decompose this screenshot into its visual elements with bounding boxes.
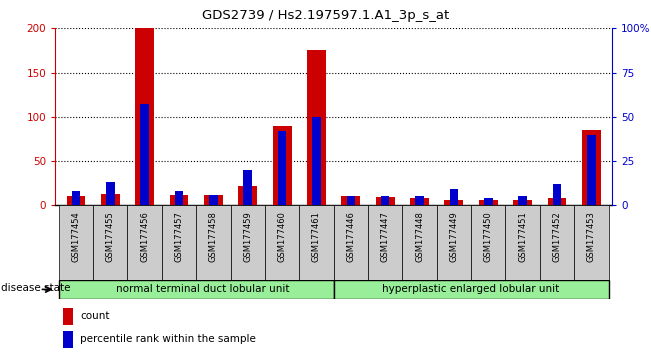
- Bar: [174, 191, 184, 205]
- Bar: [93, 205, 128, 281]
- Bar: [513, 200, 532, 205]
- Bar: [101, 194, 120, 205]
- Text: GDS2739 / Hs2.197597.1.A1_3p_s_at: GDS2739 / Hs2.197597.1.A1_3p_s_at: [202, 9, 449, 22]
- Text: GSM177452: GSM177452: [553, 211, 561, 262]
- Text: GSM177451: GSM177451: [518, 211, 527, 262]
- Bar: [437, 205, 471, 281]
- Text: GSM177457: GSM177457: [174, 211, 184, 262]
- Text: count: count: [80, 312, 109, 321]
- Bar: [141, 104, 149, 205]
- Bar: [135, 28, 154, 205]
- Bar: [307, 51, 326, 205]
- Bar: [278, 131, 286, 205]
- Bar: [587, 135, 596, 205]
- Bar: [59, 280, 333, 299]
- Text: GSM177455: GSM177455: [106, 211, 115, 262]
- Bar: [273, 126, 292, 205]
- Bar: [518, 196, 527, 205]
- Bar: [450, 189, 458, 205]
- Bar: [415, 196, 424, 205]
- Bar: [368, 205, 402, 281]
- Bar: [265, 205, 299, 281]
- Text: GSM177450: GSM177450: [484, 211, 493, 262]
- Bar: [243, 170, 252, 205]
- Text: GSM177461: GSM177461: [312, 211, 321, 262]
- Text: GSM177459: GSM177459: [243, 211, 252, 262]
- Bar: [63, 308, 73, 325]
- Bar: [484, 198, 493, 205]
- Bar: [333, 205, 368, 281]
- Bar: [63, 331, 73, 348]
- Bar: [299, 205, 333, 281]
- Bar: [381, 196, 389, 205]
- Bar: [230, 205, 265, 281]
- Text: GSM177458: GSM177458: [209, 211, 218, 262]
- Bar: [376, 198, 395, 205]
- Bar: [312, 117, 321, 205]
- Bar: [72, 191, 80, 205]
- Text: percentile rank within the sample: percentile rank within the sample: [80, 335, 256, 344]
- Bar: [196, 205, 230, 281]
- Bar: [333, 280, 609, 299]
- Bar: [238, 186, 257, 205]
- Text: disease state: disease state: [1, 284, 70, 293]
- Text: GSM177447: GSM177447: [381, 211, 390, 262]
- Bar: [66, 196, 85, 205]
- Text: GSM177448: GSM177448: [415, 211, 424, 262]
- Text: GSM177454: GSM177454: [72, 211, 81, 262]
- Bar: [209, 195, 217, 205]
- Bar: [478, 200, 498, 205]
- Bar: [471, 205, 505, 281]
- Text: GSM177456: GSM177456: [140, 211, 149, 262]
- Bar: [445, 200, 464, 205]
- Bar: [106, 182, 115, 205]
- Bar: [410, 198, 429, 205]
- Bar: [505, 205, 540, 281]
- Bar: [547, 198, 566, 205]
- Bar: [574, 205, 609, 281]
- Bar: [553, 184, 561, 205]
- Text: hyperplastic enlarged lobular unit: hyperplastic enlarged lobular unit: [382, 284, 560, 295]
- Text: GSM177460: GSM177460: [277, 211, 286, 262]
- Bar: [402, 205, 437, 281]
- Bar: [341, 196, 360, 205]
- Bar: [540, 205, 574, 281]
- Text: GSM177453: GSM177453: [587, 211, 596, 262]
- Bar: [162, 205, 196, 281]
- Text: GSM177449: GSM177449: [449, 211, 458, 262]
- Bar: [346, 196, 355, 205]
- Bar: [582, 130, 601, 205]
- Text: normal terminal duct lobular unit: normal terminal duct lobular unit: [117, 284, 290, 295]
- Bar: [169, 195, 189, 205]
- Bar: [128, 205, 162, 281]
- Text: GSM177446: GSM177446: [346, 211, 355, 262]
- Bar: [59, 205, 93, 281]
- Bar: [204, 195, 223, 205]
